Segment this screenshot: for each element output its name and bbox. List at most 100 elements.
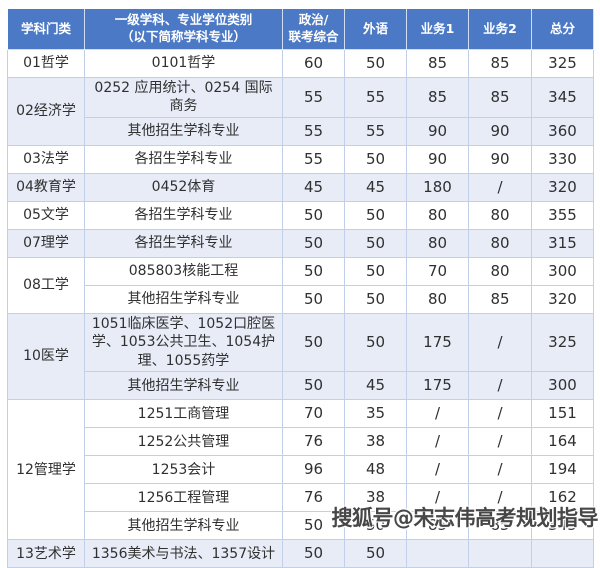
header-foreign: 外语 bbox=[344, 8, 407, 50]
category-cell: 04教育学 bbox=[7, 172, 85, 202]
business1-score: 180 bbox=[406, 172, 469, 202]
business1-score: 175 bbox=[406, 371, 469, 401]
table-row: 02经济学 0252 应用统计、0254 国际商务 55 55 85 85 34… bbox=[7, 77, 594, 146]
total-score: 320 bbox=[531, 172, 594, 202]
category-cell: 10医学 bbox=[7, 312, 85, 401]
table-row: 03法学 各招生学科专业 55 50 90 90 330 bbox=[7, 144, 594, 174]
header-program: 一级学科、专业学位类别 （以下简称学科专业） bbox=[84, 8, 283, 50]
header-program-line1: 一级学科、专业学位类别 bbox=[114, 12, 253, 28]
header-politics-line2: 联考综合 bbox=[288, 29, 339, 44]
total-score: 330 bbox=[531, 144, 594, 174]
business1-score bbox=[406, 539, 469, 568]
program-cell: 1051临床医学、1052口腔医学、1053公共卫生、1054护理、1055药学 bbox=[84, 312, 283, 373]
total-score bbox=[531, 539, 594, 568]
foreign-score: 55 bbox=[344, 116, 407, 146]
business1-score: 175 bbox=[406, 312, 469, 373]
header-politics: 政治/ 联考综合 bbox=[282, 8, 345, 50]
business1-score: / bbox=[406, 455, 469, 485]
table-row: 08工学 085803核能工程 50 50 70 80 300 bbox=[7, 256, 594, 314]
table-row: 其他招生学科专业 55 55 90 90 360 bbox=[8, 116, 594, 146]
category-cell: 12管理学 bbox=[7, 399, 85, 541]
program-cell: 其他招生学科专业 bbox=[84, 116, 283, 146]
business1-score: / bbox=[406, 427, 469, 457]
category-cell: 07理学 bbox=[7, 228, 85, 258]
program-cell: 1253会计 bbox=[84, 455, 283, 485]
business2-score: / bbox=[468, 483, 532, 513]
foreign-score: 50 bbox=[344, 228, 407, 258]
business2-score: 80 bbox=[468, 256, 532, 286]
business1-score: 80 bbox=[406, 284, 469, 314]
business1-score: 70 bbox=[406, 256, 469, 286]
total-score: 345 bbox=[531, 77, 594, 118]
header-category: 学科门类 bbox=[7, 8, 85, 50]
foreign-score: 50 bbox=[344, 312, 407, 373]
program-cell: 085803核能工程 bbox=[84, 256, 283, 286]
business2-score: 80 bbox=[468, 228, 532, 258]
foreign-score: 45 bbox=[344, 371, 407, 401]
total-score: 320 bbox=[531, 284, 594, 314]
business2-score: 80 bbox=[468, 200, 532, 230]
foreign-score: 50 bbox=[344, 284, 407, 314]
program-cell: 各招生学科专业 bbox=[84, 144, 283, 174]
foreign-score: 48 bbox=[344, 455, 407, 485]
table-row: 其他招生学科专业 50 50 80 85 320 bbox=[8, 284, 594, 314]
politics-score: 45 bbox=[282, 172, 345, 202]
category-cell: 08工学 bbox=[7, 256, 85, 314]
program-cell: 1256工程管理 bbox=[84, 483, 283, 513]
table-row: 07理学 各招生学科专业 50 50 80 80 315 bbox=[7, 228, 594, 258]
politics-score: 50 bbox=[282, 200, 345, 230]
business2-score: 85 bbox=[468, 49, 532, 78]
business1-score: 80 bbox=[406, 200, 469, 230]
total-score: 325 bbox=[531, 312, 594, 373]
table-row: 10医学 1051临床医学、1052口腔医学、1053公共卫生、1054护理、1… bbox=[7, 312, 594, 401]
table-row: 1256工程管理 76 38 / / 162 bbox=[8, 483, 594, 513]
program-cell: 各招生学科专业 bbox=[84, 200, 283, 230]
foreign-score: 50 bbox=[344, 539, 407, 568]
header-business2: 业务2 bbox=[468, 8, 532, 50]
total-score: 162 bbox=[531, 483, 594, 513]
header-business1: 业务1 bbox=[406, 8, 469, 50]
total-score: 300 bbox=[531, 371, 594, 401]
total-score: 164 bbox=[531, 427, 594, 457]
watermark: 搜狐号@宋志伟高考规划指导 bbox=[331, 506, 599, 530]
business1-score: 90 bbox=[406, 116, 469, 146]
category-cell: 02经济学 bbox=[7, 77, 85, 146]
politics-score: 55 bbox=[282, 144, 345, 174]
category-cell: 01哲学 bbox=[7, 49, 85, 78]
business2-score: 85 bbox=[468, 77, 532, 118]
total-score: 300 bbox=[531, 256, 594, 286]
table-row: 其他招生学科专业 50 45 175 / 300 bbox=[8, 371, 594, 401]
foreign-score: 50 bbox=[344, 200, 407, 230]
politics-score: 76 bbox=[282, 427, 345, 457]
politics-score: 60 bbox=[282, 49, 345, 78]
business2-score: / bbox=[468, 371, 532, 401]
business2-score: / bbox=[468, 399, 532, 429]
header-row: 学科门类 一级学科、专业学位类别 （以下简称学科专业） 政治/ 联考综合 外语 … bbox=[7, 8, 594, 50]
politics-score: 55 bbox=[282, 116, 345, 146]
business1-score: 80 bbox=[406, 228, 469, 258]
total-score: 325 bbox=[531, 49, 594, 78]
total-score: 194 bbox=[531, 455, 594, 485]
business1-score: 85 bbox=[406, 77, 469, 118]
business1-score: / bbox=[406, 399, 469, 429]
header-total: 总分 bbox=[531, 8, 594, 50]
total-score: 315 bbox=[531, 228, 594, 258]
foreign-score: 50 bbox=[344, 144, 407, 174]
foreign-score: 45 bbox=[344, 172, 407, 202]
program-cell: 各招生学科专业 bbox=[84, 228, 283, 258]
politics-score: 50 bbox=[282, 284, 345, 314]
program-cell: 其他招生学科专业 bbox=[84, 284, 283, 314]
program-cell: 0101哲学 bbox=[84, 49, 283, 78]
business2-score: 90 bbox=[468, 144, 532, 174]
business2-score: / bbox=[468, 312, 532, 373]
total-score: 151 bbox=[531, 399, 594, 429]
category-cell: 05文学 bbox=[7, 200, 85, 230]
category-cell: 03法学 bbox=[7, 144, 85, 174]
table-row: 12管理学 1251工商管理 70 35 / / 151 bbox=[7, 399, 594, 541]
table-row: 05文学 各招生学科专业 50 50 80 80 355 bbox=[7, 200, 594, 230]
business2-score: / bbox=[468, 172, 532, 202]
politics-score: 50 bbox=[282, 539, 345, 568]
politics-score: 70 bbox=[282, 399, 345, 429]
foreign-score: 38 bbox=[344, 427, 407, 457]
politics-score: 50 bbox=[282, 256, 345, 286]
